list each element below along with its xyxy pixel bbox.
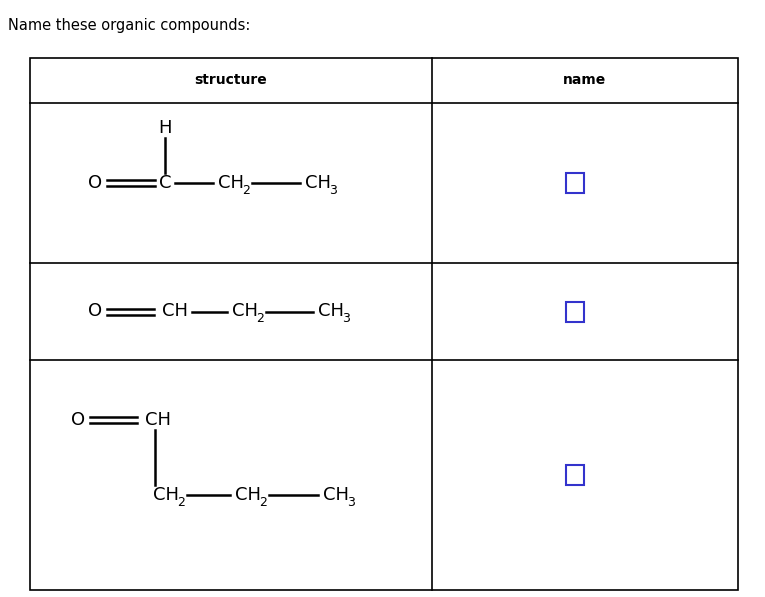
Text: 3: 3 — [347, 496, 355, 509]
Text: C: C — [159, 174, 171, 192]
Text: O: O — [88, 174, 102, 192]
Text: 2: 2 — [177, 496, 185, 509]
Text: O: O — [88, 303, 102, 321]
Bar — [30, 58, 738, 590]
Text: 2: 2 — [259, 496, 267, 509]
Text: CH: CH — [145, 411, 171, 429]
Text: CH: CH — [232, 303, 258, 321]
Text: 3: 3 — [329, 183, 337, 196]
Text: structure: structure — [194, 73, 268, 88]
Text: O: O — [71, 411, 85, 429]
Text: CH: CH — [162, 303, 188, 321]
Text: 3: 3 — [342, 312, 350, 325]
Text: 2: 2 — [242, 183, 250, 196]
Text: CH: CH — [218, 174, 244, 192]
Text: CH: CH — [235, 486, 261, 504]
Text: CH: CH — [318, 303, 344, 321]
Bar — [566, 465, 584, 485]
Text: CH: CH — [305, 174, 331, 192]
Text: Name these organic compounds:: Name these organic compounds: — [8, 18, 250, 33]
Bar — [566, 173, 584, 193]
Text: name: name — [563, 73, 607, 88]
Bar — [566, 301, 584, 322]
Text: CH: CH — [323, 486, 349, 504]
Text: CH: CH — [153, 486, 179, 504]
Text: H: H — [158, 119, 172, 137]
Text: 2: 2 — [256, 312, 264, 325]
